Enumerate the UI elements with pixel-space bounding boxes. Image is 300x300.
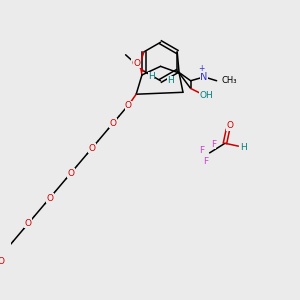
Text: O: O bbox=[110, 119, 117, 128]
Text: CH₃: CH₃ bbox=[221, 76, 237, 85]
Text: O: O bbox=[67, 169, 74, 178]
Text: H: H bbox=[240, 142, 247, 152]
Text: O: O bbox=[132, 59, 139, 68]
Text: O: O bbox=[125, 101, 132, 110]
Text: F: F bbox=[203, 157, 208, 166]
Text: N: N bbox=[200, 72, 208, 82]
Text: O: O bbox=[134, 59, 141, 68]
Text: +: + bbox=[198, 64, 204, 73]
Text: O: O bbox=[226, 122, 233, 130]
Text: O: O bbox=[88, 144, 95, 153]
Text: OH: OH bbox=[199, 91, 213, 100]
Text: F: F bbox=[211, 140, 216, 149]
Text: O: O bbox=[46, 194, 53, 203]
Text: F: F bbox=[199, 146, 205, 155]
Text: O: O bbox=[25, 219, 32, 228]
Text: H: H bbox=[167, 76, 174, 85]
Text: O: O bbox=[0, 257, 4, 266]
Text: H: H bbox=[148, 72, 155, 81]
